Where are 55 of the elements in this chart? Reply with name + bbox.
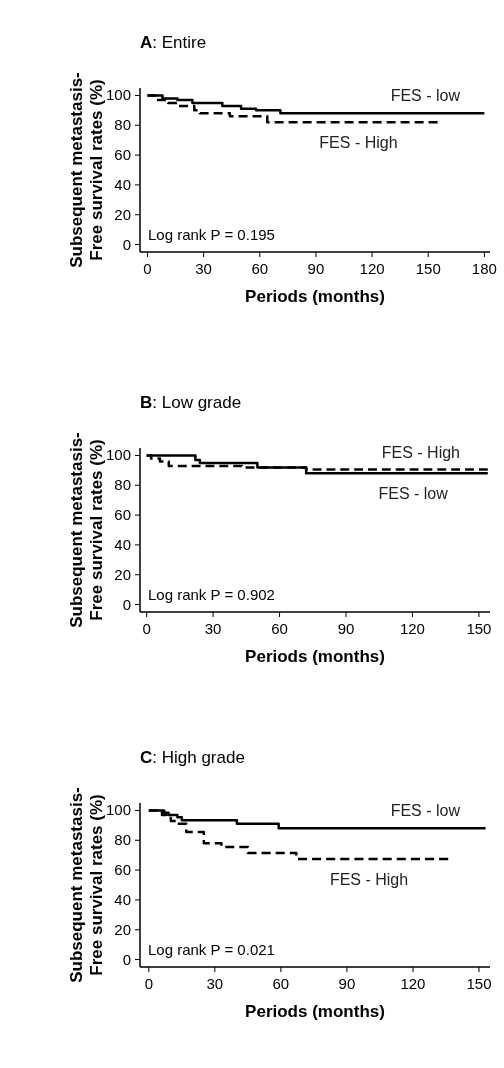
x-tick-label: 60 bbox=[272, 975, 290, 992]
y-tick-label: 80 bbox=[114, 476, 131, 494]
x-tick-label: 90 bbox=[307, 260, 325, 277]
x-tick-label: 120 bbox=[359, 260, 385, 277]
y-axis-title: Subsequent metastasis- Free survival rates (%) bbox=[67, 432, 106, 628]
y-tick-label: 100 bbox=[105, 446, 131, 464]
x-tick-label: 30 bbox=[195, 260, 212, 277]
x-tick-label: 150 bbox=[466, 975, 492, 992]
x-tick-label: 90 bbox=[337, 620, 355, 637]
chart-title: B: Low grade bbox=[140, 393, 242, 412]
y-tick-label: 40 bbox=[114, 890, 131, 908]
series-label: FES - low bbox=[378, 485, 449, 503]
annotation: Log rank P = 0.021 bbox=[148, 941, 275, 958]
y-tick-label: 0 bbox=[122, 595, 131, 613]
y-tick-label: 60 bbox=[114, 146, 131, 164]
y-tick-label: 80 bbox=[114, 116, 131, 134]
x-tick-label: 150 bbox=[415, 260, 441, 277]
x-tick-label: 120 bbox=[399, 620, 425, 637]
y-tick-label: 100 bbox=[105, 86, 131, 104]
series-label: FES - low bbox=[390, 802, 461, 820]
x-axis-title: Periods (months) bbox=[245, 1002, 385, 1021]
y-tick-label: 60 bbox=[114, 861, 131, 879]
chart-title: C: High grade bbox=[140, 748, 245, 767]
x-tick-label: 0 bbox=[142, 620, 151, 637]
y-axis-title: Subsequent metastasis- Free survival rates (%) bbox=[67, 787, 106, 983]
x-tick-label: 60 bbox=[251, 260, 269, 277]
y-tick-label: 20 bbox=[114, 565, 131, 583]
annotation: Log rank P = 0.195 bbox=[148, 226, 275, 243]
x-tick-label: 30 bbox=[204, 620, 222, 637]
y-tick-label: 20 bbox=[114, 205, 131, 223]
series-label: FES - low bbox=[390, 87, 461, 105]
series-label: FES - High bbox=[329, 870, 409, 888]
annotation: Log rank P = 0.902 bbox=[148, 586, 275, 603]
y-tick-label: 0 bbox=[122, 950, 131, 968]
x-tick-label: 180 bbox=[471, 260, 497, 277]
y-tick-label: 0 bbox=[122, 235, 131, 253]
y-tick-label: 20 bbox=[114, 920, 131, 938]
y-tick-label: 40 bbox=[114, 175, 131, 193]
y-tick-label: 80 bbox=[114, 831, 131, 849]
y-tick-label: 100 bbox=[105, 801, 131, 819]
y-axis-title: Subsequent metastasis- Free survival rates (%) bbox=[67, 72, 106, 268]
series-label: FES - High bbox=[319, 134, 398, 152]
x-tick-label: 30 bbox=[206, 975, 224, 992]
chart-title: A: Entire bbox=[140, 33, 207, 52]
x-tick-label: 150 bbox=[466, 620, 492, 637]
y-tick-label: 60 bbox=[114, 506, 131, 524]
y-tick-label: 40 bbox=[114, 535, 131, 553]
x-axis-title: Periods (months) bbox=[245, 647, 385, 666]
x-tick-label: 0 bbox=[143, 260, 152, 277]
x-axis-title: Periods (months) bbox=[245, 287, 385, 306]
x-tick-label: 0 bbox=[144, 975, 153, 992]
x-tick-label: 120 bbox=[400, 975, 426, 992]
series-label: FES - High bbox=[381, 443, 460, 461]
x-tick-label: 90 bbox=[338, 975, 356, 992]
x-tick-label: 60 bbox=[271, 620, 288, 637]
